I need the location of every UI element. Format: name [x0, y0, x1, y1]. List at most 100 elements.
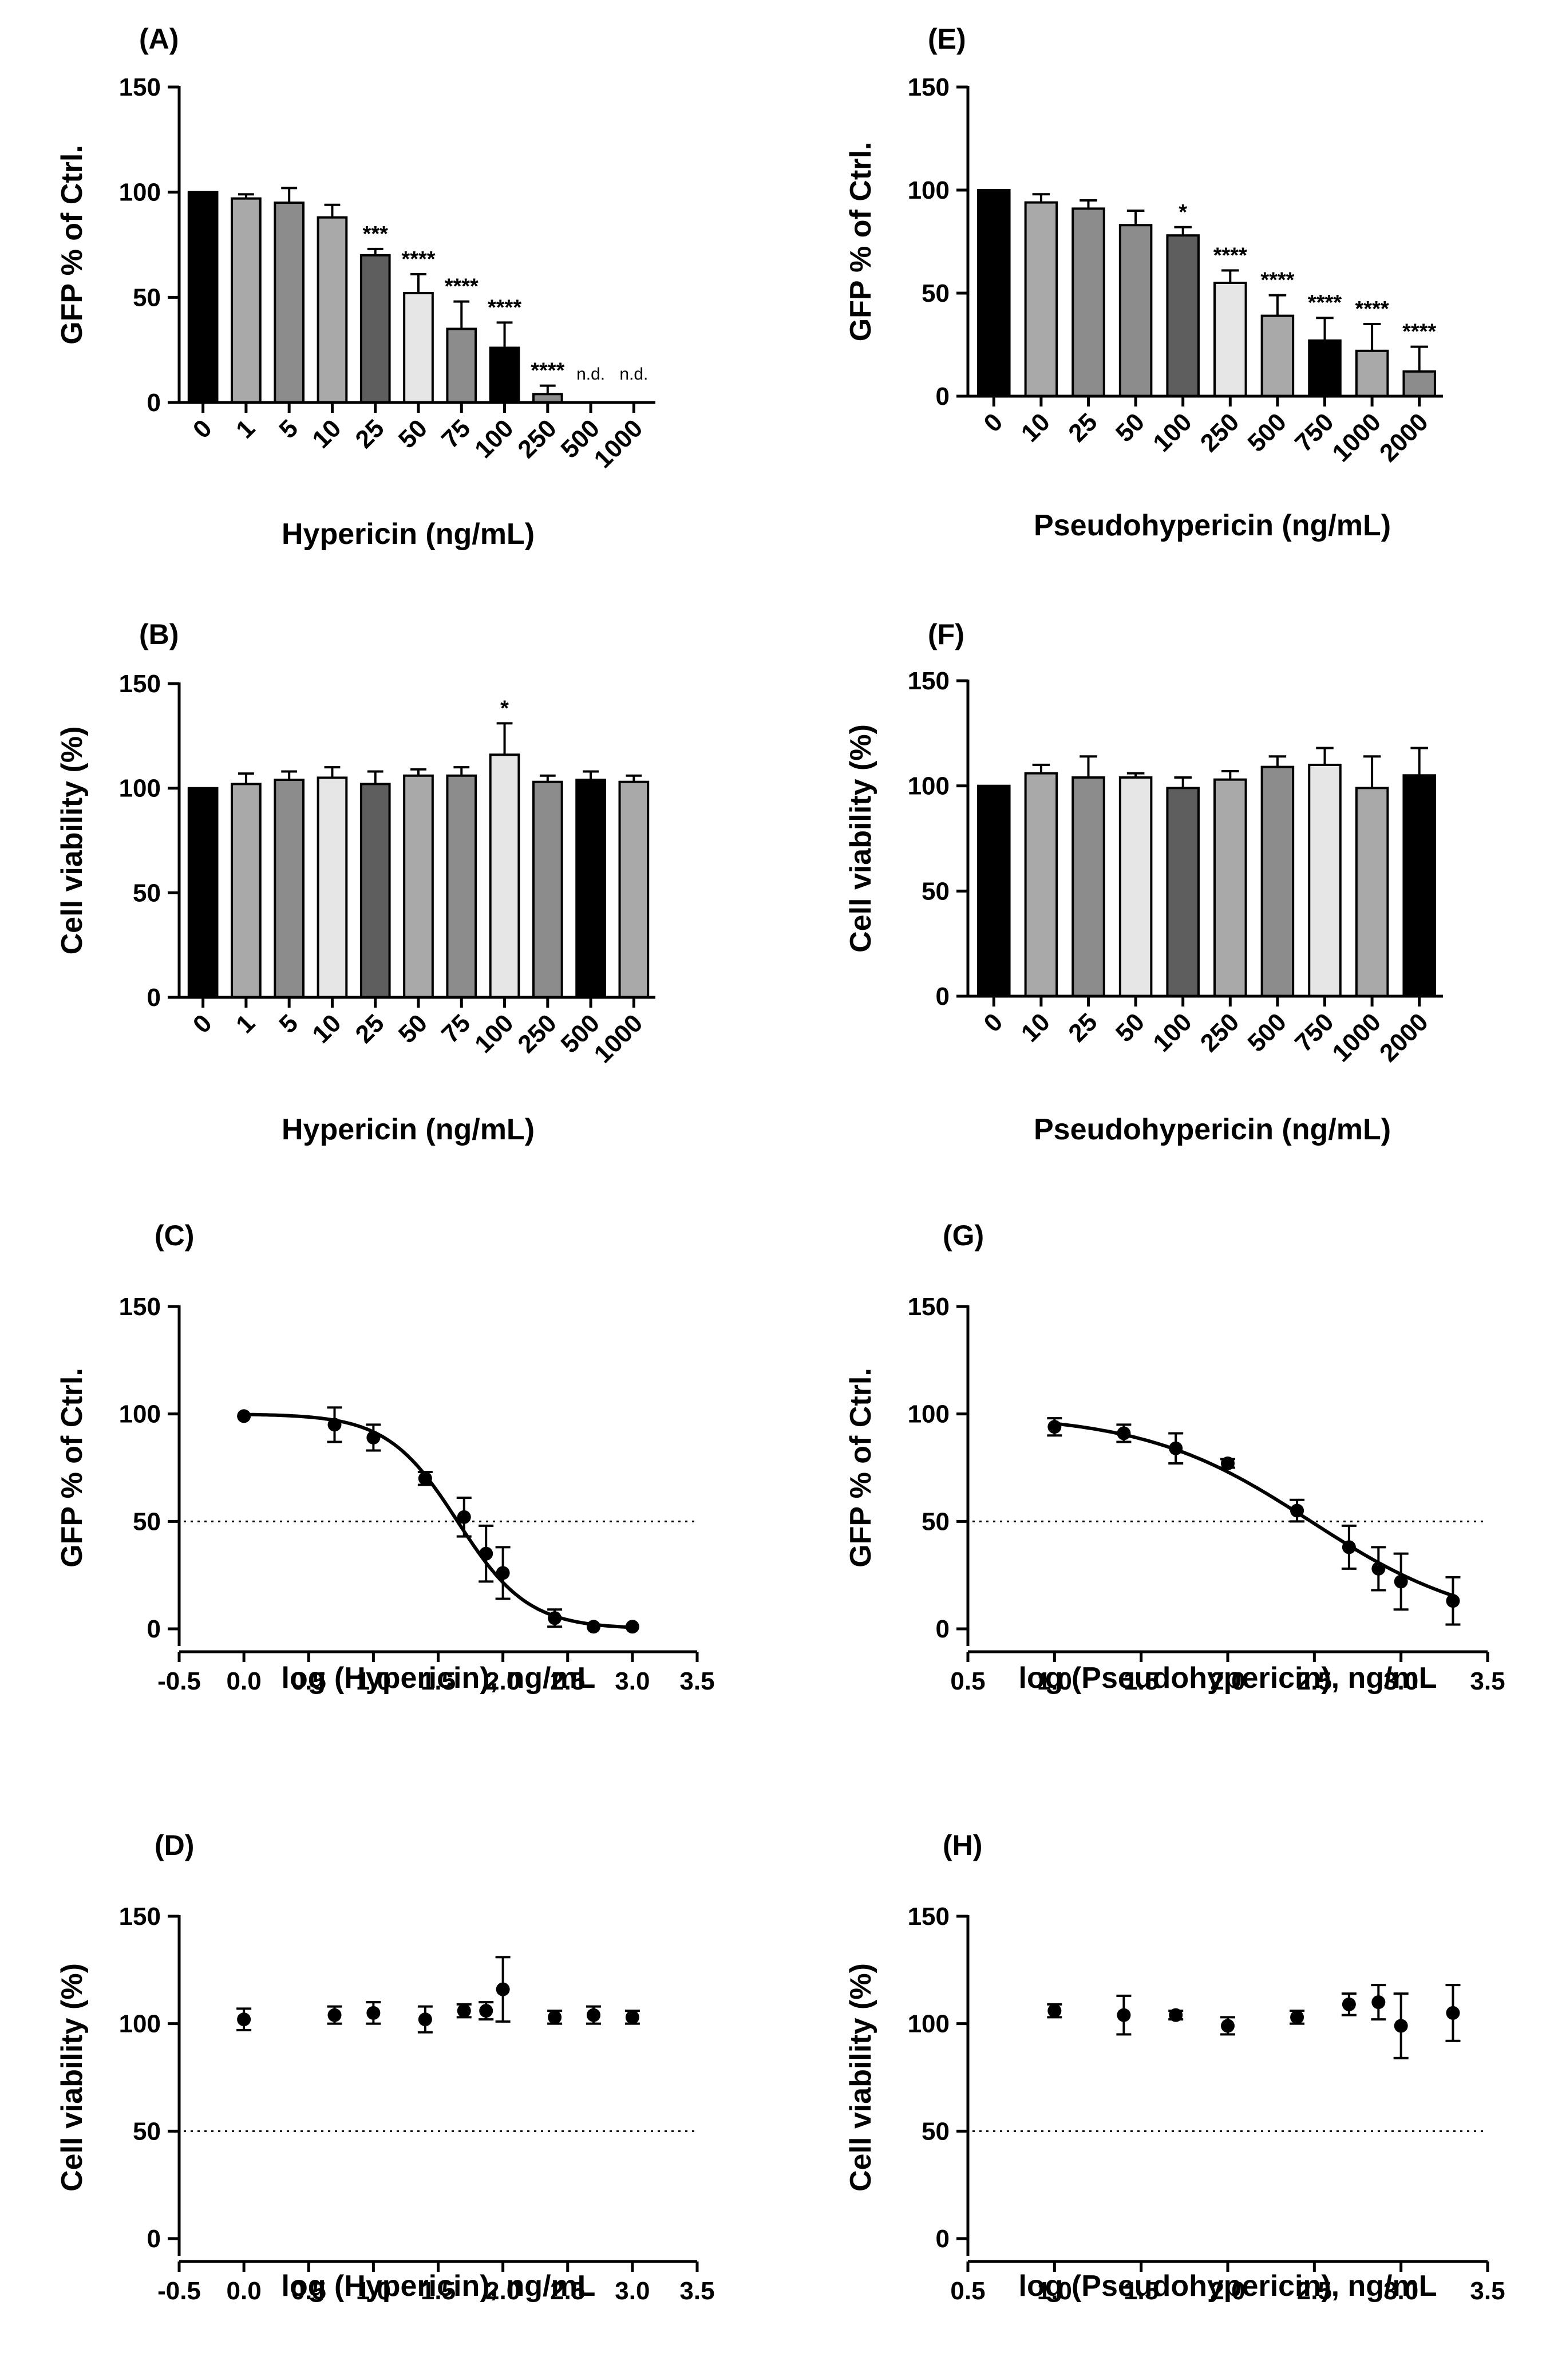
panel-label: (F) — [928, 618, 964, 650]
x-tick-label: 0.5 — [950, 1667, 985, 1695]
bar — [1071, 207, 1105, 397]
x-tick-label: 3.5 — [1470, 2277, 1505, 2305]
bar — [446, 774, 477, 999]
x-axis-title: Hypericin (ng/mL) — [282, 518, 535, 551]
significance-label: **** — [401, 247, 435, 271]
x-tick-label: -0.5 — [157, 2277, 201, 2305]
significance-label: **** — [1308, 291, 1342, 315]
scatter-chart-H: 0 50 100 150 Cell viability (%) 0.5 1.0 1.5 2.0 2… — [844, 1829, 1505, 2305]
bar — [1213, 282, 1247, 397]
panel-label: (C) — [155, 1219, 194, 1252]
data-point — [457, 2004, 471, 2018]
data-point — [479, 2004, 493, 2018]
significance-label: **** — [1260, 269, 1294, 293]
x-axis-title: log (Pseudohypericin), ng/mL — [1019, 2270, 1437, 2303]
bar — [532, 780, 563, 998]
significance-label: **** — [488, 295, 521, 319]
x-tick-label: -0.5 — [157, 1667, 201, 1695]
x-tick-label: 1.5 — [421, 1667, 456, 1695]
bar-chart-A: 0 1 5 10***25****50****75****100****250n.d.… — [56, 23, 655, 551]
x-tick-label: 1.0 — [356, 1667, 391, 1695]
y-tick-label: 0 — [936, 382, 950, 411]
x-tick-label: 1.0 — [356, 2277, 391, 2305]
data-point — [548, 2010, 562, 2024]
y-tick-label: 50 — [133, 283, 161, 311]
data-point — [1342, 1997, 1356, 2011]
not-determined-label: n.d. — [576, 365, 605, 384]
data-point — [366, 2006, 381, 2020]
panel-label: (G) — [943, 1219, 984, 1252]
bar — [1166, 787, 1200, 997]
bar — [1166, 234, 1200, 397]
x-axis-title: log (Pseudohypericin), ng/mL — [1019, 1661, 1437, 1695]
significance-label: * — [1179, 200, 1187, 224]
bar — [1308, 763, 1342, 998]
y-tick-label: 100 — [119, 179, 161, 207]
y-tick-label: 100 — [908, 2010, 950, 2038]
data-point — [587, 2008, 600, 2022]
panel-label: (D) — [155, 1829, 194, 1861]
bar — [618, 780, 650, 998]
x-tick-label: 2.5 — [550, 2277, 585, 2305]
data-point — [479, 1546, 493, 1561]
y-tick-label: 50 — [922, 1507, 950, 1536]
y-tick-label: 0 — [936, 1615, 950, 1643]
x-axis-title: Pseudohypericin (ng/mL) — [1034, 509, 1391, 542]
bar — [1118, 776, 1153, 998]
x-tick-label: 2.0 — [1210, 2277, 1245, 2305]
bar — [1355, 787, 1389, 997]
bar — [317, 216, 348, 404]
y-tick-label: 150 — [908, 1903, 950, 1931]
y-axis-title: GFP % of Ctrl. — [56, 145, 89, 345]
data-point — [1342, 1540, 1356, 1554]
y-tick-label: 100 — [908, 176, 950, 204]
y-tick-label: 150 — [119, 670, 161, 698]
x-tick-label: 3.0 — [1383, 2277, 1418, 2305]
data-point — [1047, 1420, 1062, 1434]
data-point — [1371, 1995, 1386, 2010]
y-tick-label: 0 — [936, 982, 950, 1011]
significance-label: **** — [1213, 243, 1247, 267]
data-point — [496, 1982, 510, 1996]
data-point — [237, 2012, 251, 2027]
x-tick-label: 2.5 — [550, 1667, 585, 1695]
bar — [575, 779, 606, 998]
y-tick-label: 50 — [922, 2117, 950, 2145]
x-tick-label: 0.5 — [950, 2277, 985, 2305]
bar — [1118, 224, 1153, 397]
data-point — [1446, 1594, 1460, 1608]
y-tick-label: 50 — [922, 279, 950, 307]
not-determined-label: n.d. — [619, 365, 648, 384]
y-axis-title: Cell viability (%) — [844, 724, 877, 953]
x-tick-label: 2.0 — [485, 1667, 520, 1695]
bar — [359, 783, 391, 998]
bar — [1213, 778, 1247, 997]
bar — [1024, 201, 1058, 397]
y-tick-label: 50 — [133, 2117, 161, 2145]
data-point — [237, 1409, 251, 1423]
significance-label: **** — [445, 275, 479, 299]
data-point — [625, 1620, 639, 1634]
bar — [1260, 765, 1295, 998]
data-point — [1117, 1426, 1131, 1440]
x-tick-label: 1.5 — [1124, 1667, 1158, 1695]
bar — [1308, 339, 1342, 397]
data-point — [1446, 2006, 1460, 2020]
y-tick-label: 50 — [922, 877, 950, 905]
data-point — [496, 1566, 510, 1580]
x-axis-title: log (Hypericin), ng/mL — [282, 1661, 596, 1695]
y-tick-label: 0 — [147, 984, 161, 1012]
x-tick-label: 3.0 — [615, 1667, 650, 1695]
bar — [977, 189, 1011, 397]
y-tick-label: 0 — [936, 2225, 950, 2253]
data-point — [587, 1620, 600, 1634]
data-point — [418, 1471, 432, 1486]
panel-label: (E) — [928, 23, 966, 55]
panel-label: (H) — [943, 1829, 982, 1861]
bar — [317, 776, 348, 999]
y-tick-label: 50 — [133, 1507, 161, 1536]
data-point — [366, 1430, 381, 1444]
y-tick-label: 50 — [133, 879, 161, 907]
significance-label: **** — [1402, 320, 1436, 344]
